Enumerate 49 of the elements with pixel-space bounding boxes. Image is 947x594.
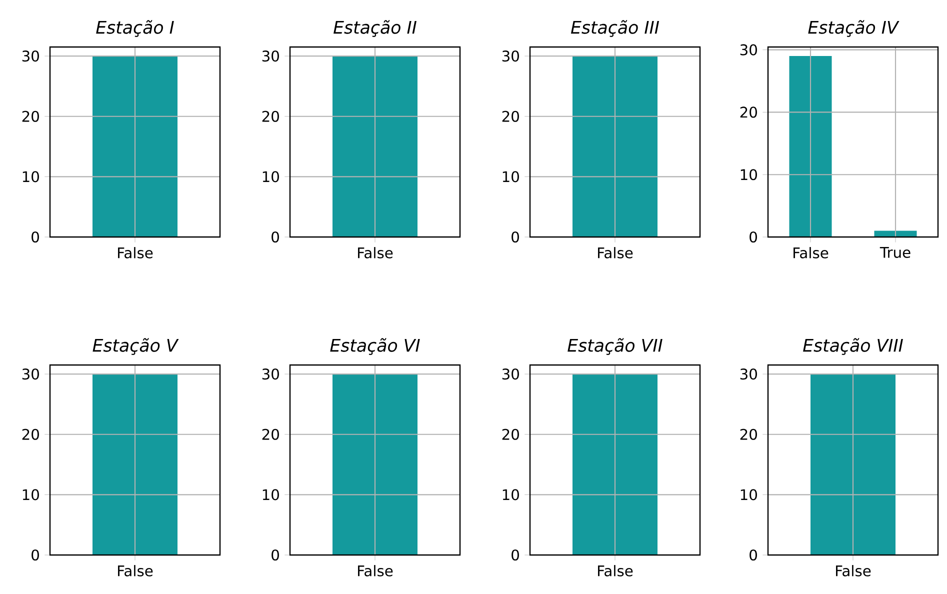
y-tick-label: 30 bbox=[502, 50, 519, 62]
y-tick-label: 0 bbox=[750, 231, 757, 243]
chart-title: Estação VII bbox=[568, 338, 662, 355]
y-tick-label: 10 bbox=[22, 171, 39, 182]
x-tick-label: True bbox=[880, 247, 910, 258]
y-tick-label: 10 bbox=[262, 171, 279, 182]
y-tick-label: 20 bbox=[502, 428, 519, 440]
x-tick-label: False bbox=[836, 565, 871, 576]
x-tick-label: False bbox=[598, 565, 633, 576]
y-tick-label: 0 bbox=[32, 549, 39, 561]
y-tick-label: 20 bbox=[22, 110, 39, 122]
x-tick-label: False bbox=[118, 247, 153, 258]
y-tick-label: 10 bbox=[740, 489, 757, 500]
y-tick-label: 10 bbox=[22, 489, 39, 500]
y-tick-label: 30 bbox=[740, 44, 757, 56]
y-tick-label: 10 bbox=[502, 489, 519, 500]
y-tick-label: 10 bbox=[740, 169, 757, 180]
y-tick-label: 0 bbox=[32, 231, 39, 243]
y-tick-label: 20 bbox=[262, 110, 279, 122]
y-tick-label: 0 bbox=[512, 231, 519, 243]
chart-title: Estação V bbox=[92, 338, 179, 355]
y-tick-label: 20 bbox=[740, 106, 757, 118]
y-tick-label: 30 bbox=[740, 368, 757, 380]
x-tick-label: False bbox=[358, 565, 393, 576]
x-tick-label: False bbox=[794, 247, 828, 258]
y-tick-label: 30 bbox=[22, 368, 39, 380]
y-tick-label: 30 bbox=[22, 50, 39, 62]
y-tick-label: 30 bbox=[502, 368, 519, 380]
y-tick-label: 0 bbox=[272, 549, 279, 561]
chart-title: Estação III bbox=[570, 20, 660, 37]
y-tick-label: 20 bbox=[502, 110, 519, 122]
y-tick-label: 0 bbox=[512, 549, 519, 561]
chart-title: Estação I bbox=[96, 20, 174, 37]
y-tick-label: 10 bbox=[262, 489, 279, 500]
chart-title: Estação II bbox=[334, 20, 416, 37]
x-tick-label: False bbox=[598, 247, 633, 258]
y-tick-label: 10 bbox=[502, 171, 519, 182]
y-tick-label: 20 bbox=[22, 428, 39, 440]
y-tick-label: 20 bbox=[740, 428, 757, 440]
x-tick-label: False bbox=[358, 247, 393, 258]
y-tick-label: 20 bbox=[262, 428, 279, 440]
chart-title: Estação VI bbox=[330, 338, 420, 355]
y-tick-label: 0 bbox=[750, 549, 757, 561]
y-tick-label: 0 bbox=[272, 231, 279, 243]
chart-title: Estação VIII bbox=[803, 338, 903, 355]
y-tick-label: 30 bbox=[262, 368, 279, 380]
x-tick-label: False bbox=[118, 565, 153, 576]
chart-title: Estação IV bbox=[808, 20, 900, 37]
y-tick-label: 30 bbox=[262, 50, 279, 62]
